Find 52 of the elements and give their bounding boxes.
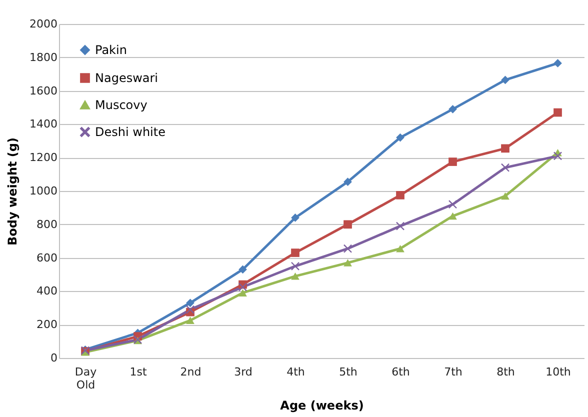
point: [396, 133, 404, 142]
y-tick-label: 200: [36, 318, 58, 332]
x-tick-label: 8th: [496, 366, 515, 378]
point: [501, 76, 510, 84]
point: [186, 316, 194, 324]
x-tick-label: 1st: [130, 366, 148, 378]
y-tick-label: 400: [36, 284, 58, 298]
y-tick-label: 1000: [30, 184, 58, 198]
x-tick-label: 6th: [392, 366, 410, 378]
point: [396, 222, 404, 230]
point: [344, 178, 352, 186]
y-tick-label: 1200: [30, 151, 58, 164]
x-tick-label: 7th: [444, 366, 462, 378]
legend-label: Nageswari: [95, 71, 158, 85]
point: [554, 108, 562, 117]
x-tick-label: 10th: [546, 366, 571, 378]
point: [448, 212, 457, 220]
x-tick-label: 2nd: [180, 366, 202, 378]
point: [186, 305, 194, 314]
y-tick-label: 1800: [30, 50, 58, 64]
point: [291, 214, 300, 222]
x-tick-label: Day Old: [74, 366, 98, 392]
legend-label: Deshi white: [95, 125, 166, 139]
point: [238, 282, 247, 292]
point: [291, 248, 300, 257]
point: [501, 144, 510, 153]
y-tick-label: 800: [36, 218, 58, 231]
y-tick-label: 1400: [30, 118, 58, 131]
y-tick-label: 0: [50, 352, 58, 364]
y-tick-label: 600: [36, 251, 58, 264]
point: [344, 259, 352, 266]
point: [554, 152, 562, 160]
point: [554, 59, 562, 68]
y-axis-title: Body weight (g): [6, 138, 20, 246]
point: [186, 298, 194, 308]
point: [238, 289, 247, 296]
legend-label: Muscovy: [95, 98, 148, 112]
point: [291, 272, 300, 280]
y-tick-label: 1600: [30, 84, 58, 98]
x-axis-title: Age (weeks): [280, 398, 364, 412]
point: [448, 104, 457, 114]
point: [344, 220, 352, 229]
x-tick-label: 3rd: [234, 366, 252, 378]
y-tick-label: 2000: [30, 18, 58, 30]
point: [238, 265, 247, 274]
point: [396, 244, 404, 252]
point: [501, 192, 510, 200]
x-tick-label: 4th: [286, 366, 305, 378]
legend-label: Pakin: [95, 43, 127, 57]
x-tick-label: 5th: [339, 366, 358, 378]
point: [448, 158, 457, 166]
point: [396, 190, 404, 200]
